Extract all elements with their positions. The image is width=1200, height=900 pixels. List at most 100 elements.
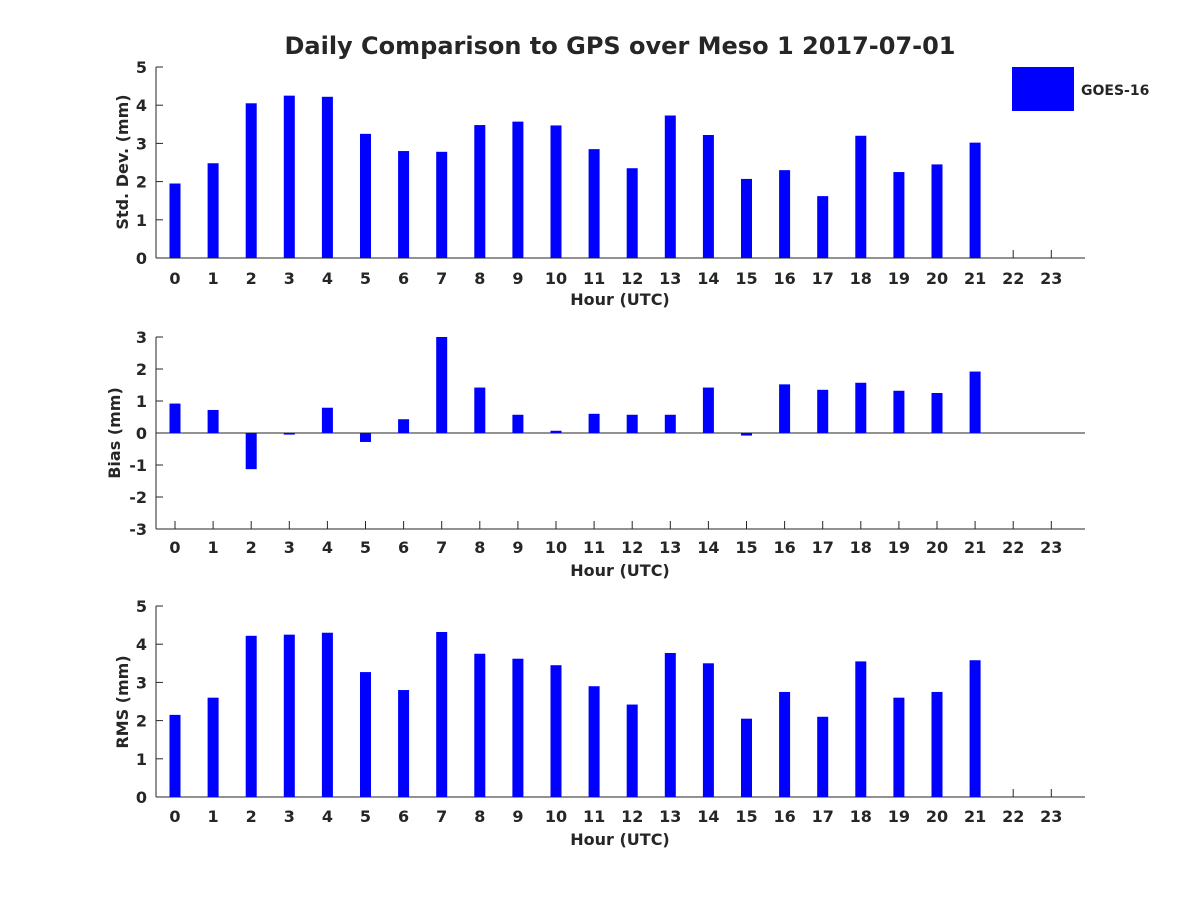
bar: [855, 382, 867, 433]
bar: [626, 414, 638, 433]
y-tick-label: -3: [129, 520, 147, 539]
legend-swatch: [1012, 67, 1074, 111]
x-tick-label: 16: [773, 269, 795, 288]
bar: [360, 672, 371, 797]
y-tick-label: 5: [136, 597, 147, 616]
bar: [664, 414, 676, 433]
x-tick-label: 16: [773, 807, 795, 826]
bar: [588, 686, 600, 797]
bar: [245, 103, 257, 258]
x-tick-label: 12: [621, 269, 643, 288]
y-tick-label: 3: [136, 328, 147, 347]
bar: [321, 407, 333, 433]
bar: [283, 634, 295, 797]
x-tick-label: 17: [812, 538, 834, 557]
x-tick-label: 15: [735, 538, 757, 557]
x-tick-label: 7: [436, 807, 447, 826]
y-tick-label: 2: [136, 712, 147, 731]
x-tick-label: 7: [436, 269, 447, 288]
bar: [817, 716, 829, 797]
bar: [398, 419, 410, 433]
x-tick-label: 23: [1040, 538, 1062, 557]
y-tick-label: 3: [136, 673, 147, 692]
y-tick-label: 3: [136, 134, 147, 153]
bar: [931, 393, 943, 433]
y-tick-label: 2: [136, 360, 147, 379]
x-tick-label: 15: [735, 269, 757, 288]
x-tick-label: 21: [964, 269, 986, 288]
x-tick-label: 9: [512, 269, 523, 288]
bar: [817, 196, 829, 258]
bar: [321, 96, 333, 259]
bar: [893, 697, 905, 797]
x-tick-label: 3: [284, 807, 295, 826]
x-tick-label: 9: [512, 538, 523, 557]
legend: GOES-16: [1012, 67, 1149, 111]
bar: [169, 183, 181, 258]
x-tick-label: 18: [850, 269, 872, 288]
bar: [550, 125, 562, 258]
x-tick-label: 23: [1040, 269, 1062, 288]
x-tick-label: 13: [659, 807, 681, 826]
bar: [969, 371, 981, 433]
x-tick-label: 4: [322, 807, 333, 826]
y-tick-label: -2: [129, 488, 147, 507]
bar: [588, 413, 600, 433]
x-tick-label: 5: [360, 269, 371, 288]
x-tick-label: 1: [208, 538, 219, 557]
bar: [169, 714, 181, 797]
x-tick-label: 10: [545, 807, 567, 826]
y-tick-label: 1: [136, 392, 147, 411]
bar: [741, 178, 752, 258]
x-tick-label: 20: [926, 807, 948, 826]
x-tick-label: 14: [697, 269, 719, 288]
x-tick-label: 11: [583, 807, 605, 826]
bar: [169, 403, 181, 433]
x-tick-label: 2: [246, 269, 257, 288]
y-axis-label: Bias (mm): [105, 387, 124, 479]
x-tick-label: 14: [697, 538, 719, 557]
bar: [398, 151, 410, 258]
x-tick-label: 8: [474, 538, 485, 557]
x-tick-label: 10: [545, 538, 567, 557]
x-axis-label: Hour (UTC): [570, 830, 670, 849]
bar: [474, 387, 486, 433]
bar: [855, 661, 867, 797]
x-tick-label: 19: [888, 269, 910, 288]
x-tick-label: 5: [360, 807, 371, 826]
bar: [436, 631, 448, 797]
y-tick-label: -1: [129, 456, 147, 475]
bar: [398, 690, 410, 797]
bar: [931, 691, 943, 797]
x-tick-label: 6: [398, 807, 409, 826]
bar: [321, 632, 333, 797]
x-tick-label: 0: [169, 807, 180, 826]
x-tick-label: 0: [169, 538, 180, 557]
bar: [474, 653, 486, 797]
chart-title: Daily Comparison to GPS over Meso 1 2017…: [284, 32, 955, 60]
bar: [664, 652, 676, 797]
x-axis-label: Hour (UTC): [570, 561, 670, 580]
y-tick-label: 1: [136, 211, 147, 230]
x-tick-label: 4: [322, 538, 333, 557]
legend-label: GOES-16: [1081, 83, 1149, 99]
x-tick-label: 1: [208, 269, 219, 288]
x-tick-label: 18: [850, 807, 872, 826]
x-tick-label: 12: [621, 807, 643, 826]
y-tick-label: 5: [136, 58, 147, 77]
x-tick-label: 17: [812, 807, 834, 826]
y-axis-label: Std. Dev. (mm): [113, 94, 132, 229]
x-tick-label: 21: [964, 807, 986, 826]
bar: [283, 95, 295, 259]
x-tick-label: 0: [169, 269, 180, 288]
x-tick-label: 13: [659, 538, 681, 557]
x-tick-label: 2: [246, 807, 257, 826]
bar: [664, 115, 676, 258]
x-axis-label: Hour (UTC): [570, 290, 670, 309]
x-tick-label: 6: [398, 269, 409, 288]
bar: [283, 433, 295, 435]
x-tick-label: 19: [888, 807, 910, 826]
